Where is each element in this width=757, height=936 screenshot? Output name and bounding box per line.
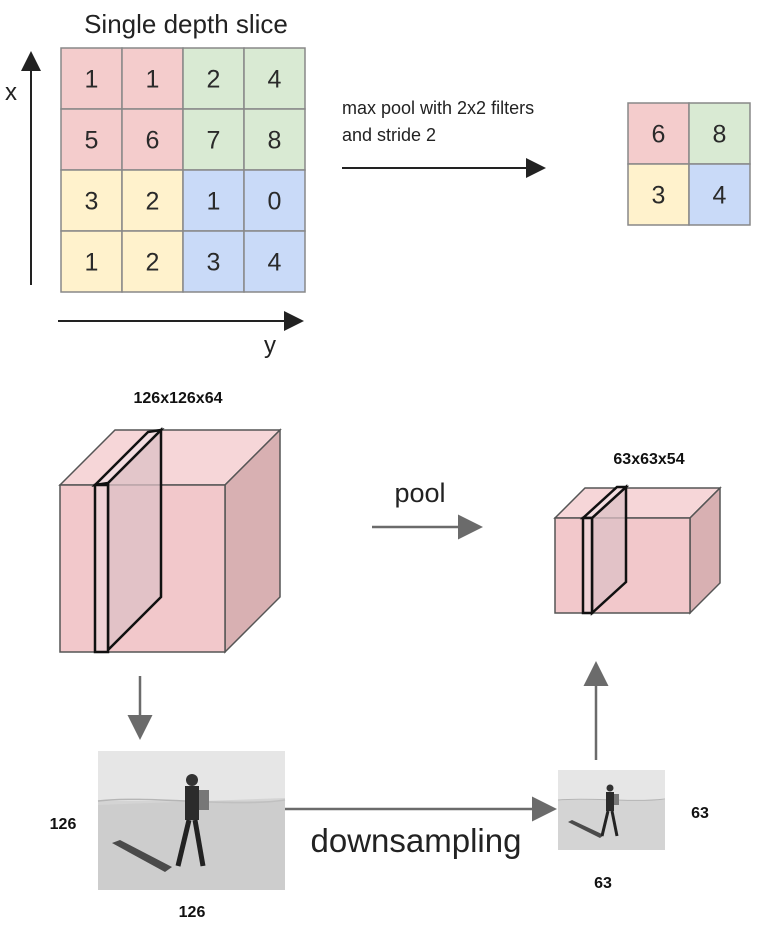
input-grid-cell-bg [182,169,245,232]
person-head [186,774,198,786]
input-grid-cell-bg [182,108,245,171]
caption-line-2: and stride 2 [342,125,436,145]
input-grid-cell-value: 8 [268,126,282,154]
small-person-torso [606,792,614,811]
input-grid-cell-bg [182,47,245,110]
input-photo [97,751,286,890]
input-grid-cell-value: 0 [268,187,282,215]
input-grid-cell-value: 1 [85,248,99,276]
small-person-head [606,784,614,792]
input-size-left: 126 [50,816,77,833]
input-grid-cell-value: 5 [85,126,99,154]
output-dims-label: 63x63x54 [613,451,684,468]
small-person-leg-left [600,810,610,837]
input-grid-cell-value: 1 [207,187,221,215]
input-grid-cell-value: 3 [207,248,221,276]
small-person-backpack [614,794,619,805]
input-grid-cell-value: 4 [268,248,282,276]
input-photo-shadow [112,840,172,872]
input-grid-cell-bg [121,47,184,110]
output-volume-cube [553,484,722,616]
output-size-bottom: 63 [594,875,612,892]
small-person-leg-right [610,810,619,837]
input-grid-cell-bg [121,230,184,293]
input-grid-cell-bg [243,169,306,232]
input-grid-cell-value: 1 [85,65,99,93]
input-grid-cell-bg [243,47,306,110]
input-size-bottom: 126 [179,904,206,921]
output-slice-edge [581,516,594,615]
output-grid-cell-bg [688,102,751,165]
input-photo-ground [98,798,285,890]
output-grid: 6 8 3 4 [627,102,751,226]
input-volume-cube [58,426,282,654]
input-grid-cell-bg [182,230,245,293]
input-dims-label: 126x126x64 [134,390,223,407]
output-grid-cell-bg [688,163,751,226]
input-grid-cell-value: 7 [207,126,221,154]
output-photo-person [600,784,619,837]
input-grid-cell-value: 3 [85,187,99,215]
input-grid: 1 1 2 4 5 6 7 8 3 2 1 0 1 2 3 4 [60,47,306,293]
input-photo-person [175,774,209,867]
input-slice-edge [93,483,110,654]
input-grid-cell-value: 4 [268,65,282,93]
y-axis-label: y [264,332,276,359]
caption-line-1: max pool with 2x2 filters [342,98,534,118]
input-grid-cell-value: 6 [146,126,160,154]
person-leg-right [192,819,206,867]
output-grid-cell-value: 3 [652,181,666,209]
downsampling-label: downsampling [311,822,522,859]
output-grid-cell-value: 4 [713,181,727,209]
output-grid-cell-value: 8 [713,120,727,148]
person-backpack [199,790,209,810]
pool-label: pool [394,478,445,508]
person-leg-left [175,819,192,867]
input-grid-cell-value: 2 [146,187,160,215]
output-size-right: 63 [691,805,709,822]
output-grid-cell-bg [627,102,690,165]
output-grid-cell-value: 6 [652,120,666,148]
input-slice-top [91,428,165,487]
slice-title: Single depth slice [84,9,288,39]
input-grid-cell-bg [121,108,184,171]
input-grid-cell-value: 2 [207,65,221,93]
output-photo [557,770,666,850]
input-grid-cell-bg [243,230,306,293]
input-grid-cell-value: 1 [146,65,160,93]
output-grid-cell-bg [627,163,690,226]
input-grid-cell-value: 2 [146,248,160,276]
output-photo-shadow [568,820,604,838]
x-axis-label: x [5,79,17,106]
person-torso [185,786,199,820]
